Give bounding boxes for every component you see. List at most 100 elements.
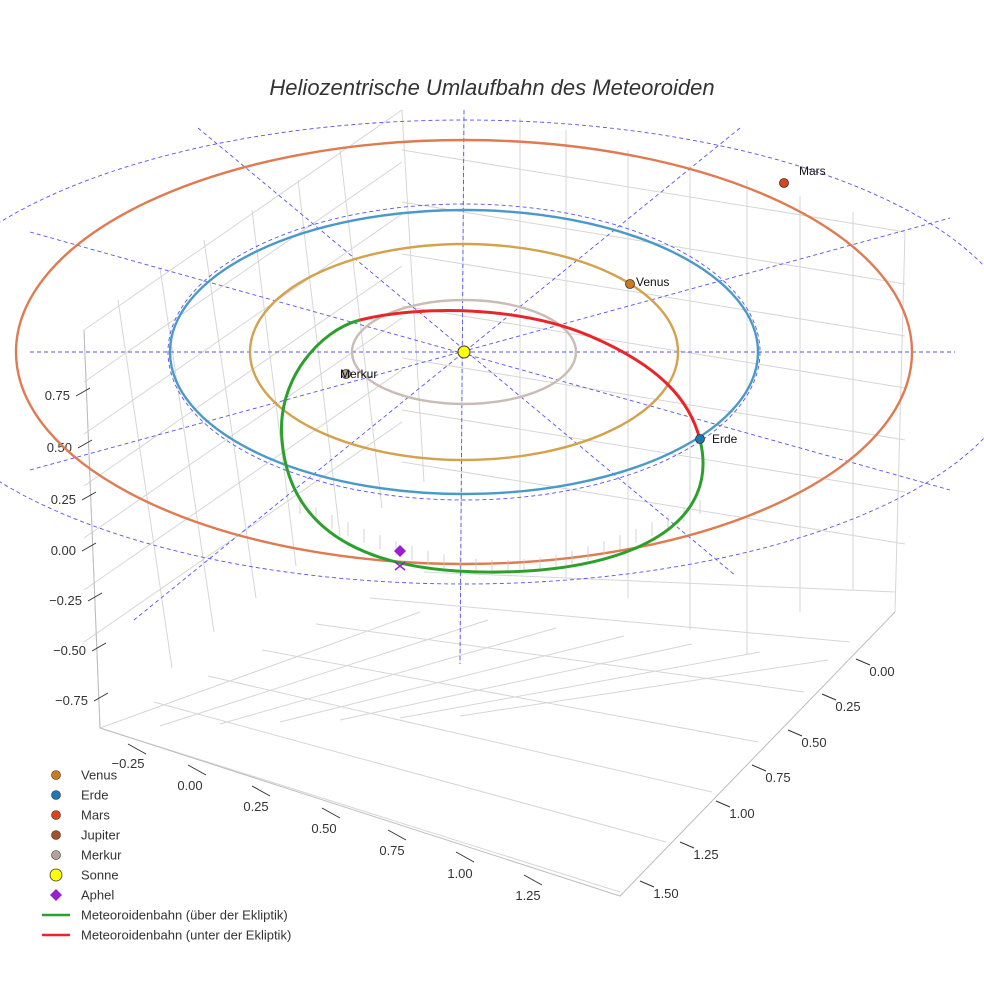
y-tick-mark [639,880,655,888]
z-tick-label: 0.00 [51,543,76,558]
x-tick-label: 0.75 [379,843,404,858]
planet-label-mars: Mars [799,164,826,178]
y-tick-mark [715,800,731,808]
y-tick-label: 1.00 [729,806,754,821]
grid-line [399,651,761,719]
grid-line [401,357,906,441]
legend-circle-icon [51,790,61,800]
planet-label-erde: Erde [712,432,738,446]
grid-line [159,267,215,633]
z-tick-label: −0.50 [53,643,86,658]
legend-circle-icon [49,868,63,882]
grid-line [401,109,425,483]
y-tick-mark [751,764,767,772]
orbit-merkur [350,298,578,406]
x-tick-mark [387,829,407,841]
aphel-projection-marker [394,561,406,571]
z-tick-mark [91,642,107,652]
planet-marker-merkur [341,369,351,379]
x-tick-mark [455,851,475,863]
grid-line [423,571,897,593]
y-tick-mark [855,658,871,666]
grid-line [315,623,805,693]
z-tick-mark [93,692,109,702]
marker-layer: Venus Erde Mars Merkur [340,164,826,571]
orbit-mars [14,138,914,566]
legend-label: Sonne [81,868,119,883]
grid-line [251,209,297,567]
y-tick-label: 0.25 [835,699,860,714]
grid-line [459,659,829,717]
z-tick-label: 0.75 [45,388,70,403]
legend-label: Merkur [81,848,122,863]
box-edge [83,329,101,729]
ecliptic-spoke [29,231,951,491]
z-tick-label: 0.25 [51,492,76,507]
planet-label-merkur: Merkur [340,367,377,381]
x-tick-mark [251,785,271,797]
z-tick-mark [81,542,97,552]
z-tick-mark [81,491,97,501]
y-tick-label: 0.00 [869,664,894,679]
grid-line [83,265,403,487]
box-edge [99,611,896,897]
grid-line [279,635,625,723]
grid-line [83,213,403,435]
aphel-marker [394,545,406,557]
grid-line [83,161,403,383]
x-tick-label: 0.00 [177,778,202,793]
legend-label: Mars [81,808,110,823]
x-tick-mark [127,743,147,755]
orbit-layer [14,138,914,574]
y-tick-label: 1.25 [693,847,718,862]
x-tick-label: 1.25 [515,888,540,903]
meteoroid-orbit-below [359,309,702,441]
grid-line [117,299,173,669]
grid-line [83,317,403,539]
z-tick-label: −0.25 [49,593,82,608]
y-tick-mark [821,693,837,701]
y-tick-mark [679,841,695,849]
legend-diamond-icon [50,889,62,901]
grid-line [207,675,713,793]
x-tick-label: 0.50 [311,821,336,836]
planet-marker-venus [625,279,635,289]
grid-line [261,649,759,743]
planet-marker-mars [779,178,789,188]
x-tick-mark [187,764,207,776]
grid-line [339,643,693,721]
grid-line [153,701,667,843]
x-tick-mark [523,874,543,886]
grid-line [219,627,557,725]
z-tick-mark [77,439,93,449]
legend: Venus Erde Mars Jupiter Merkur Sonne Aphel Mete… [42,768,291,943]
grid-line [401,253,906,337]
legend-label: Meteoroidenbahn (unter der Ekliptik) [81,928,291,943]
x-tick-label: 1.00 [447,866,472,881]
orbit-erde [168,208,760,496]
ecliptic-spoke [459,109,465,665]
x-tick-label: 0.25 [243,799,268,814]
legend-circle-icon [51,850,61,860]
sun-marker [457,345,471,359]
grid-line [894,231,906,613]
z-tick-mark [87,592,103,602]
grid-layer [83,109,906,897]
y-tick-label: 0.75 [765,770,790,785]
legend-circle-icon [51,830,61,840]
legend-circle-icon [51,810,61,820]
z-tick-mark [75,387,91,397]
planet-marker-erde [695,434,705,444]
meteoroid-orbit-above [279,318,705,574]
x-tick-mark [321,807,341,819]
grid-line [339,149,383,509]
z-tick-label: −0.75 [55,693,88,708]
grid-line [297,179,341,537]
grid-line [401,409,906,493]
y-tick-mark [787,729,803,737]
grid-line [99,727,621,893]
legend-label: Meteoroidenbahn (über der Ekliptik) [81,908,288,923]
chart-title: Heliozentrische Umlaufbahn des Meteoroid… [269,75,714,100]
ecliptic-spoke [29,217,951,471]
